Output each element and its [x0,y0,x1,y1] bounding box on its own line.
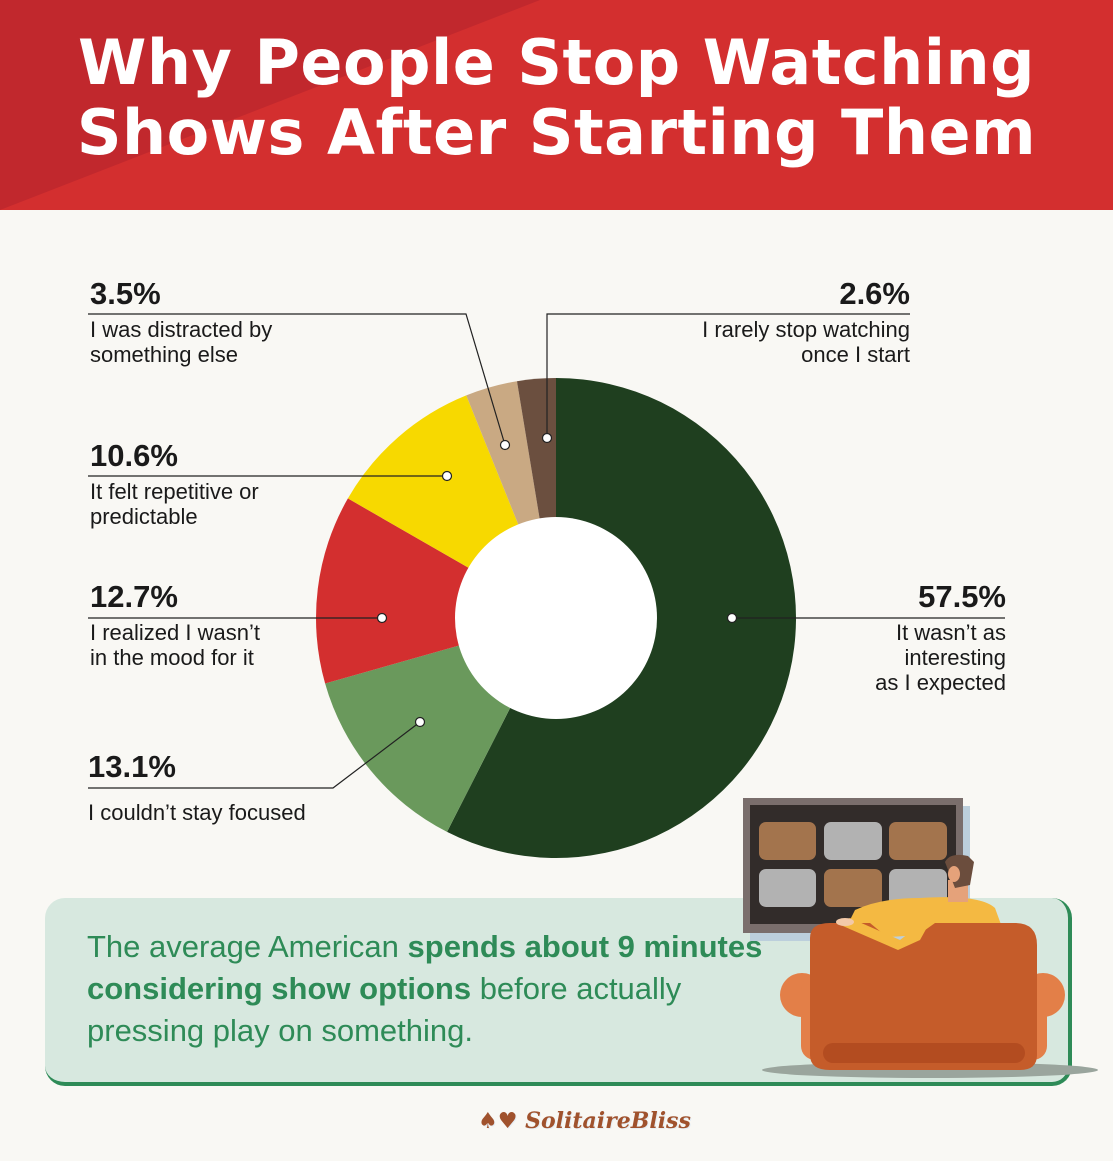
callout-part-1: The average American [87,929,408,964]
header-banner: Why People Stop Watching Shows After Sta… [0,0,1113,210]
marker-dot-s4 [499,439,511,451]
label-s4: 3.5% I was distracted by something else [90,276,273,368]
slice-label-text: I rarely stop watching once I start [702,317,910,367]
slice-label-text: It wasn’t as interesting as I expected [875,620,1006,695]
title-line-2: Shows After Starting Them [76,96,1037,169]
pct-label: 10.6% [90,438,178,473]
pct-label: 2.6% [839,276,910,311]
solitairebliss-logo: ♠♥ SolitaireBliss [478,1108,691,1134]
armchair-icon [810,923,1037,1070]
pct-label: 57.5% [918,579,1006,614]
pct-label: 3.5% [90,276,161,311]
donut-hole [455,517,657,719]
leader-line-s4 [88,313,506,446]
label-s1: 13.1% I couldn’t stay focused [88,749,306,826]
slice-label-text: I realized I wasn’t in the mood for it [90,620,260,670]
pct-label: 13.1% [88,749,176,784]
slice-label-text: I was distracted by something else [90,317,273,367]
pct-label: 12.7% [90,579,178,614]
callout-part-2: before actually pressing play on somethi… [87,971,682,1048]
marker-dot-s3 [441,470,453,482]
header-shade [0,0,540,210]
title-line-1: Why People Stop Watching [77,26,1036,99]
label-s2: 12.7% I realized I wasn’t in the mood fo… [90,579,260,671]
label-s0: 57.5% It wasn’t as interesting as I expe… [875,579,1006,696]
donut-slice-2 [316,498,556,684]
page-title: Why People Stop Watching Shows After Sta… [0,28,1113,168]
slice-label-text: I couldn’t stay focused [88,800,306,825]
marker-dot-s1 [414,716,426,728]
marker-dot-s5 [541,432,553,444]
callout-text: The average American spends about 9 minu… [87,926,777,1052]
leader-line-s1 [88,721,421,789]
slice-label-text: It felt repetitive or predictable [90,479,259,529]
leader-line-s5 [546,313,910,438]
marker-dot-s0 [726,612,738,624]
marker-dot-s2 [376,612,388,624]
person-watching-tv-illustration [743,798,1098,1078]
callout-emphasis: spends about 9 minutes considering show … [87,929,763,1006]
label-s5: 2.6% I rarely stop watching once I start [702,276,910,368]
label-s3: 10.6% It felt repetitive or predictable [90,438,259,530]
